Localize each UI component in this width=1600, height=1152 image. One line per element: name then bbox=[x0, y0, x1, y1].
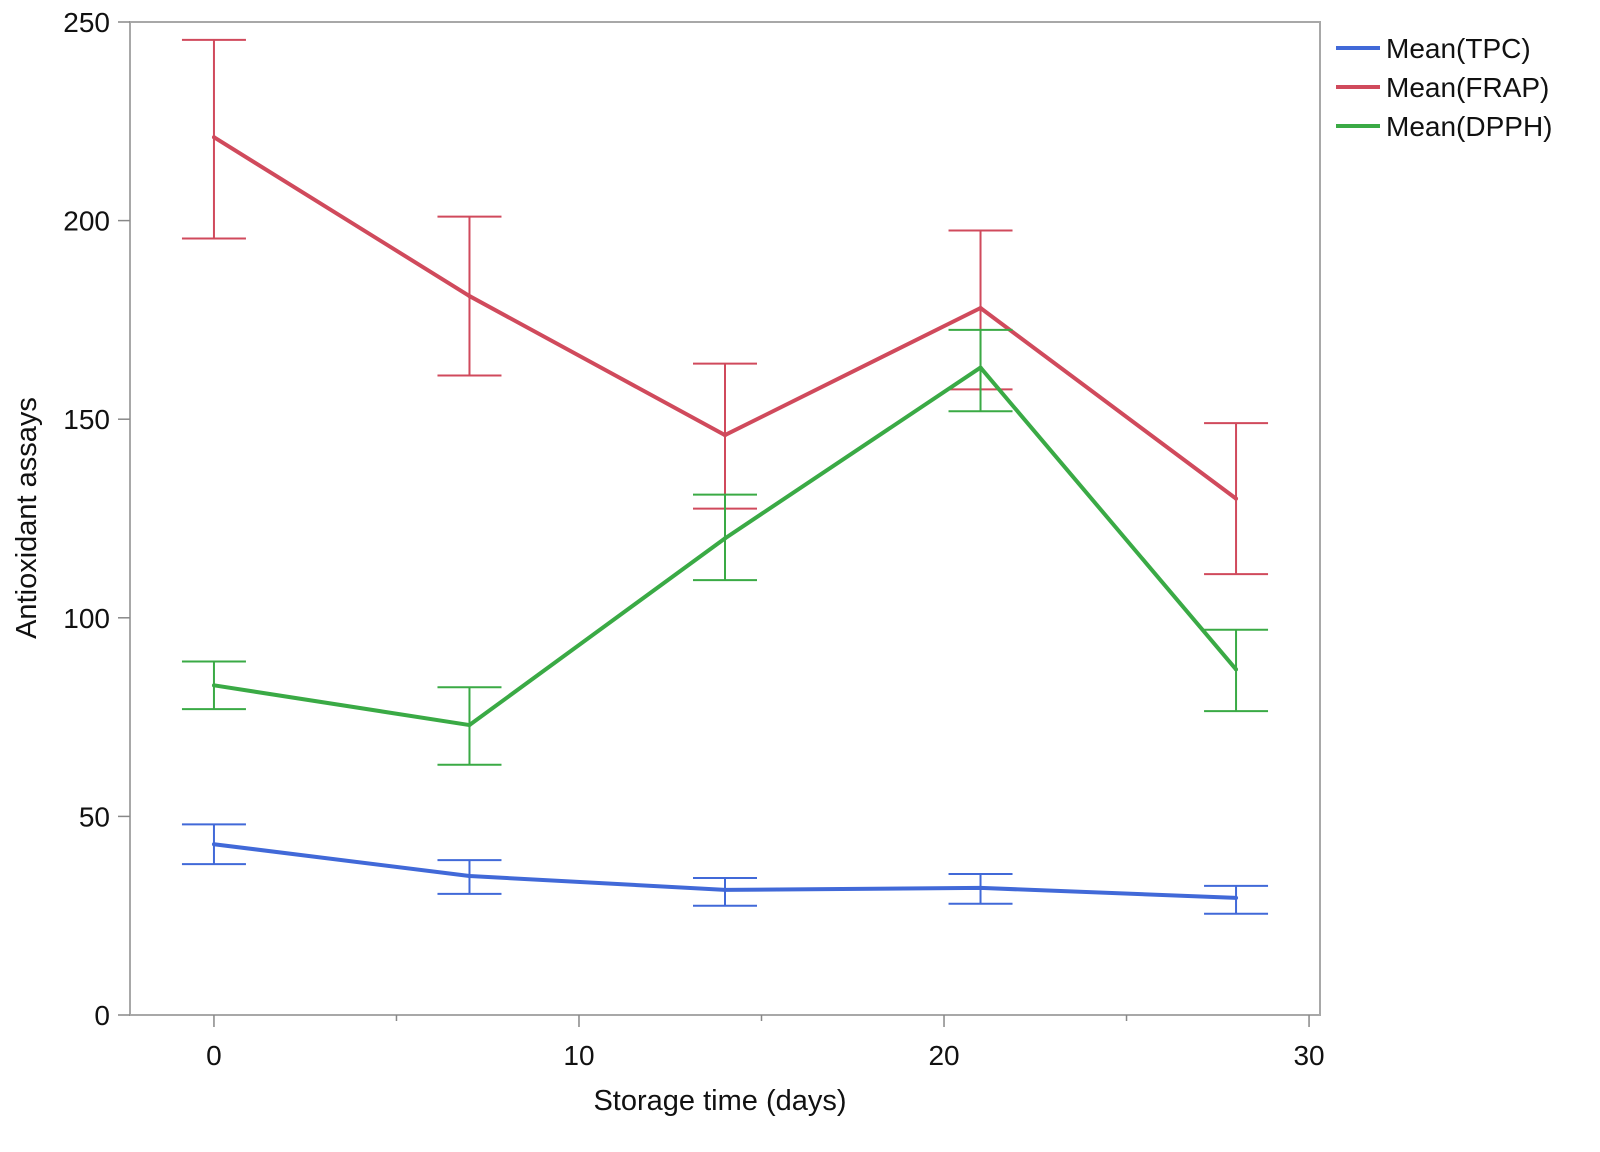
data-point bbox=[723, 433, 727, 438]
data-point bbox=[467, 294, 472, 299]
data-point bbox=[467, 723, 472, 728]
data-point bbox=[467, 873, 472, 878]
data-point bbox=[723, 887, 727, 892]
y-axis-title: Antioxidant assays bbox=[11, 397, 43, 639]
x-tick-label: 30 bbox=[1293, 1040, 1324, 1071]
series-mean-tpc bbox=[181, 823, 1269, 915]
y-tick-label: 150 bbox=[63, 404, 110, 435]
y-tick-label: 50 bbox=[79, 801, 110, 832]
x-axis-title: Storage time (days) bbox=[593, 1085, 846, 1117]
y-tick-label: 200 bbox=[63, 206, 110, 237]
legend-label: Mean(TPC) bbox=[1386, 33, 1531, 64]
x-tick-label: 10 bbox=[563, 1040, 594, 1071]
data-point bbox=[978, 305, 983, 310]
legend: Mean(TPC) Mean(FRAP) Mean(DPPH) bbox=[1336, 33, 1552, 142]
data-point bbox=[1234, 496, 1239, 501]
data-point bbox=[723, 536, 727, 541]
legend-label: Mean(FRAP) bbox=[1386, 72, 1549, 103]
data-point bbox=[211, 842, 216, 847]
y-tick-label: 0 bbox=[94, 1000, 110, 1031]
y-tick-label: 100 bbox=[63, 603, 110, 634]
data-point bbox=[978, 885, 983, 890]
series-mean-dpph bbox=[181, 328, 1269, 766]
x-tick-label: 0 bbox=[206, 1040, 222, 1071]
legend-label: Mean(DPPH) bbox=[1386, 111, 1552, 142]
y-axis: 0 50 100 150 200 250 bbox=[63, 7, 130, 1031]
data-point bbox=[1234, 895, 1239, 900]
y-tick-label: 250 bbox=[63, 7, 110, 38]
data-point bbox=[1234, 667, 1239, 672]
data-point bbox=[978, 365, 983, 370]
x-tick-label: 20 bbox=[928, 1040, 959, 1071]
series-layer bbox=[181, 38, 1269, 915]
plot-frame bbox=[129, 21, 1321, 1016]
data-point bbox=[211, 135, 216, 140]
x-axis: 0 10 20 30 bbox=[206, 1015, 1325, 1071]
data-point bbox=[211, 683, 216, 688]
